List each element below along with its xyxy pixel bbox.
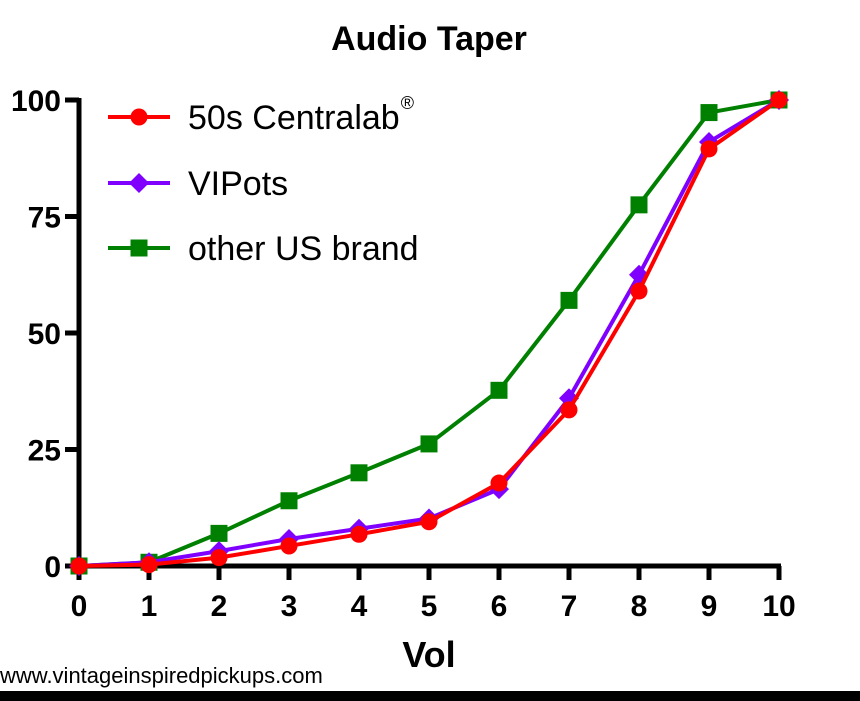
y-tick-label: 25 [28, 435, 61, 468]
watermark-url: www.vintageinspiredpickups.com [0, 663, 323, 688]
data-point [630, 282, 648, 300]
data-point [420, 435, 438, 453]
y-tick-label: 0 [44, 551, 61, 584]
y-tick-label: 100 [11, 85, 61, 118]
y-tick-label: 75 [28, 202, 61, 235]
series-line [78, 98, 781, 568]
axes: 0 25 50 75 100 0 1 2 3 4 5 6 7 8 9 10 [11, 85, 796, 623]
data-point [350, 525, 368, 543]
x-tick-label: 3 [281, 590, 298, 623]
data-point [280, 492, 298, 510]
data-point [210, 549, 228, 567]
legend-marker [130, 239, 148, 257]
legend-entry: VIPots [108, 165, 288, 203]
x-tick-label: 6 [491, 590, 508, 623]
legend-entry: 50s Centralab ® [108, 93, 414, 137]
x-axis-label: Vol [402, 634, 455, 675]
series-line [78, 98, 781, 568]
y-tick-label: 50 [28, 318, 61, 351]
legend-marker [130, 108, 148, 126]
bottom-bar [0, 691, 860, 701]
legend-marker [129, 173, 149, 193]
registered-mark: ® [401, 93, 414, 113]
data-point [560, 291, 578, 309]
series-layer [69, 90, 789, 576]
x-tick-label: 2 [211, 590, 228, 623]
data-point [630, 196, 648, 214]
data-point [350, 464, 368, 482]
x-tick-label: 9 [701, 590, 718, 623]
data-point [210, 524, 228, 542]
data-point [280, 537, 298, 555]
data-point [490, 474, 508, 492]
legend-label: VIPots [188, 165, 288, 203]
data-point [700, 104, 718, 122]
legend-label: other US brand [188, 230, 419, 268]
legend-label: 50s Centralab [188, 99, 400, 137]
x-tick-label: 8 [631, 590, 648, 623]
chart-title: Audio Taper [331, 20, 527, 58]
data-point [420, 513, 438, 531]
data-point [560, 401, 578, 419]
x-tick-label: 7 [561, 590, 578, 623]
x-tick-label: 4 [351, 590, 368, 623]
x-tick-label: 5 [421, 590, 438, 623]
legend-entry: other US brand [108, 230, 419, 268]
data-point [490, 381, 508, 399]
data-point [140, 556, 158, 574]
legend: 50s Centralab ® VIPots other US brand [108, 93, 419, 268]
data-point [770, 91, 788, 109]
x-tick-label: 1 [141, 590, 158, 623]
series-line [78, 98, 780, 568]
x-tick-label: 0 [71, 590, 88, 623]
series-vipots [69, 90, 789, 576]
data-point [700, 140, 718, 158]
series-50s-centralab [70, 91, 788, 575]
series-other-us-brand [70, 91, 788, 575]
data-point [70, 557, 88, 575]
x-tick-label: 10 [762, 590, 795, 623]
